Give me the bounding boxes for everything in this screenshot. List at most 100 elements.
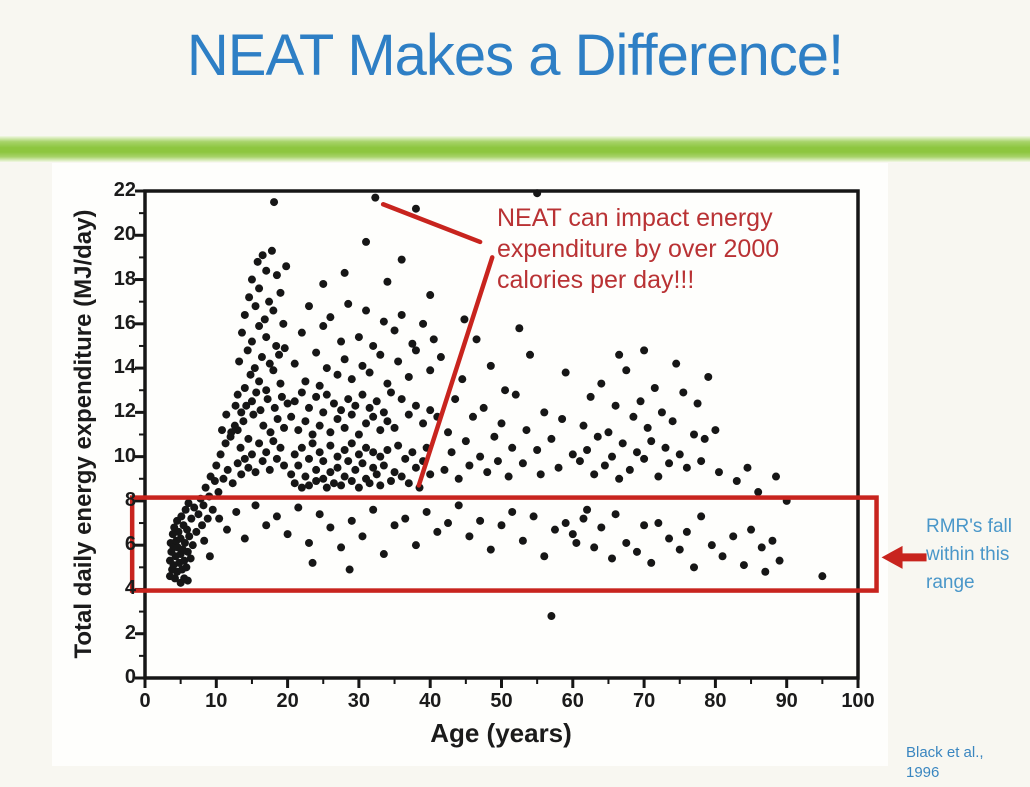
data-point bbox=[198, 521, 207, 530]
data-point bbox=[593, 432, 602, 441]
data-point bbox=[365, 368, 374, 377]
data-point bbox=[818, 572, 827, 581]
data-point bbox=[568, 450, 577, 459]
data-point bbox=[711, 426, 720, 435]
data-point bbox=[253, 257, 262, 266]
data-point bbox=[358, 361, 367, 370]
data-point bbox=[476, 516, 485, 525]
data-point bbox=[258, 457, 267, 466]
data-point bbox=[486, 545, 495, 554]
data-point bbox=[611, 510, 620, 519]
data-point bbox=[290, 479, 299, 488]
data-point bbox=[383, 379, 392, 388]
data-point bbox=[540, 408, 549, 417]
data-point bbox=[672, 359, 681, 368]
data-point bbox=[529, 512, 538, 521]
data-point bbox=[615, 350, 624, 359]
data-point bbox=[214, 488, 223, 497]
data-point bbox=[397, 255, 406, 264]
data-point bbox=[411, 204, 420, 213]
data-point bbox=[337, 406, 346, 415]
data-point bbox=[287, 412, 296, 421]
data-point bbox=[237, 328, 246, 337]
data-point bbox=[340, 355, 349, 364]
data-point bbox=[290, 359, 299, 368]
data-point bbox=[228, 479, 237, 488]
data-point bbox=[265, 297, 274, 306]
data-point bbox=[547, 612, 556, 621]
data-point bbox=[365, 479, 374, 488]
data-point bbox=[262, 386, 271, 395]
data-point bbox=[419, 319, 428, 328]
data-point bbox=[661, 443, 670, 452]
data-point bbox=[371, 193, 380, 202]
data-point bbox=[233, 426, 242, 435]
data-point bbox=[422, 507, 431, 516]
data-point bbox=[337, 481, 346, 490]
data-point bbox=[390, 423, 399, 432]
data-point bbox=[561, 368, 570, 377]
data-point bbox=[201, 483, 210, 492]
data-point bbox=[743, 463, 752, 472]
data-point bbox=[700, 434, 709, 443]
data-point bbox=[301, 472, 310, 481]
data-point bbox=[376, 426, 385, 435]
data-point bbox=[419, 419, 428, 428]
data-point bbox=[347, 410, 356, 419]
data-point bbox=[312, 476, 321, 485]
data-point bbox=[259, 421, 268, 430]
data-point bbox=[508, 507, 517, 516]
data-point bbox=[429, 335, 438, 344]
data-point bbox=[290, 397, 299, 406]
data-point bbox=[269, 437, 278, 446]
data-point bbox=[287, 470, 296, 479]
data-point bbox=[252, 388, 261, 397]
data-point bbox=[276, 288, 285, 297]
data-point bbox=[237, 470, 246, 479]
data-point bbox=[216, 450, 225, 459]
data-point bbox=[236, 443, 245, 452]
data-point bbox=[272, 454, 281, 463]
x-tick-label: 90 bbox=[775, 690, 798, 712]
data-point bbox=[729, 532, 738, 541]
data-point bbox=[383, 445, 392, 454]
data-point bbox=[329, 479, 338, 488]
data-point bbox=[347, 476, 356, 485]
data-point bbox=[319, 279, 328, 288]
y-tick-label: 14 bbox=[113, 356, 136, 379]
data-point bbox=[404, 479, 413, 488]
data-point bbox=[333, 415, 342, 424]
data-point bbox=[362, 419, 371, 428]
data-point bbox=[272, 271, 281, 280]
data-point bbox=[761, 567, 770, 576]
data-point bbox=[240, 384, 249, 393]
data-point bbox=[251, 501, 260, 510]
data-point bbox=[426, 470, 435, 479]
data-point bbox=[308, 558, 317, 567]
data-point bbox=[200, 536, 209, 545]
data-point bbox=[222, 525, 231, 534]
data-point bbox=[297, 328, 306, 337]
data-point bbox=[184, 499, 193, 508]
data-point bbox=[597, 523, 606, 532]
data-point bbox=[654, 472, 663, 481]
annotation-leader-line bbox=[380, 202, 483, 245]
data-point bbox=[383, 417, 392, 426]
data-point bbox=[454, 501, 463, 510]
data-point bbox=[326, 523, 335, 532]
x-tick-label: 50 bbox=[490, 690, 513, 712]
data-point bbox=[255, 284, 264, 293]
rmr-annotation-text: RMR's fall within this range bbox=[926, 516, 1012, 593]
data-point bbox=[218, 426, 227, 435]
data-point bbox=[326, 468, 335, 477]
data-point bbox=[772, 472, 781, 481]
data-point bbox=[239, 417, 248, 426]
data-point bbox=[568, 530, 577, 539]
data-point bbox=[240, 310, 249, 319]
data-point bbox=[322, 364, 331, 373]
data-point bbox=[205, 552, 214, 561]
data-point bbox=[347, 516, 356, 525]
data-point bbox=[643, 423, 652, 432]
data-point bbox=[604, 428, 613, 437]
